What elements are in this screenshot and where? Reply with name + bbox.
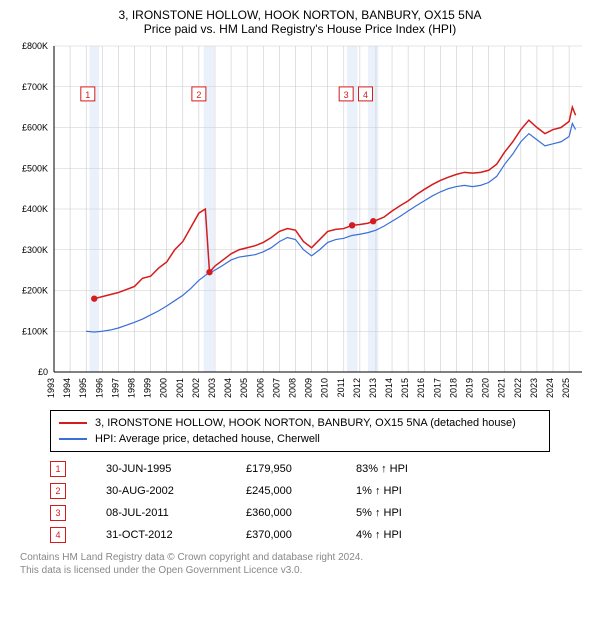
title-line-1: 3, IRONSTONE HOLLOW, HOOK NORTON, BANBUR… [10,8,590,22]
svg-text:2002: 2002 [191,378,201,398]
svg-text:£100K: £100K [22,326,48,336]
marker-row: 3 08-JUL-2011£360,0005% ↑ HPI [50,502,550,524]
svg-text:2005: 2005 [239,378,249,398]
marker-row: 2 30-AUG-2002£245,0001% ↑ HPI [50,480,550,502]
legend-item-hpi: HPI: Average price, detached house, Cher… [59,431,541,447]
chart-svg: £0 £100K £200K £300K £400K £500K £600K £700K £80… [10,42,590,402]
svg-text:2004: 2004 [223,378,233,398]
marker-price: £360,000 [246,507,356,519]
marker-price: £179,950 [246,463,356,475]
svg-text:£400K: £400K [22,204,48,214]
svg-text:£800K: £800K [22,42,48,51]
svg-text:4: 4 [363,90,368,100]
title-line-2: Price paid vs. HM Land Registry's House … [10,22,590,36]
marker-pct: 5% ↑ HPI [356,507,476,519]
svg-text:2017: 2017 [432,378,442,398]
chart-title: 3, IRONSTONE HOLLOW, HOOK NORTON, BANBUR… [10,8,590,36]
svg-text:2014: 2014 [384,378,394,398]
svg-text:2008: 2008 [287,378,297,398]
svg-text:1994: 1994 [62,378,72,398]
svg-text:2012: 2012 [352,378,362,398]
marker-date: 31-OCT-2012 [106,529,246,541]
footer-line-2: This data is licensed under the Open Gov… [20,565,590,578]
svg-text:£700K: £700K [22,82,48,92]
svg-text:2007: 2007 [271,378,281,398]
svg-text:2001: 2001 [175,378,185,398]
svg-text:1999: 1999 [143,378,153,398]
svg-text:3: 3 [344,90,349,100]
svg-text:2016: 2016 [416,378,426,398]
svg-text:2006: 2006 [255,378,265,398]
marker-row: 4 31-OCT-2012£370,0004% ↑ HPI [50,524,550,546]
legend-swatch-property [59,422,87,424]
svg-text:2023: 2023 [529,378,539,398]
svg-text:2010: 2010 [320,378,330,398]
svg-text:2000: 2000 [159,378,169,398]
marker-badge: 3 [50,505,66,521]
svg-text:2021: 2021 [497,378,507,398]
marker-price: £245,000 [246,485,356,497]
marker-date: 30-AUG-2002 [106,485,246,497]
svg-text:1995: 1995 [78,378,88,398]
svg-text:£0: £0 [38,367,48,377]
svg-text:£500K: £500K [22,163,48,173]
marker-date: 30-JUN-1995 [106,463,246,475]
svg-text:£300K: £300K [22,245,48,255]
svg-text:2025: 2025 [561,378,571,398]
marker-badge: 4 [50,527,66,543]
svg-text:2013: 2013 [368,378,378,398]
svg-text:2019: 2019 [465,378,475,398]
marker-date: 08-JUL-2011 [106,507,246,519]
legend-label-property: 3, IRONSTONE HOLLOW, HOOK NORTON, BANBUR… [95,415,516,431]
svg-text:2018: 2018 [448,378,458,398]
svg-text:2003: 2003 [207,378,217,398]
marker-row: 1 30-JUN-1995£179,95083% ↑ HPI [50,458,550,480]
marker-pct: 1% ↑ HPI [356,485,476,497]
marker-badge: 2 [50,483,66,499]
svg-text:2020: 2020 [481,378,491,398]
svg-text:2011: 2011 [336,378,346,397]
svg-text:£600K: £600K [22,123,48,133]
legend: 3, IRONSTONE HOLLOW, HOOK NORTON, BANBUR… [50,410,550,452]
svg-text:2024: 2024 [545,378,555,398]
legend-swatch-hpi [59,438,87,440]
legend-item-property: 3, IRONSTONE HOLLOW, HOOK NORTON, BANBUR… [59,415,541,431]
svg-text:1998: 1998 [126,378,136,398]
svg-text:1996: 1996 [94,378,104,398]
svg-text:2022: 2022 [513,378,523,398]
marker-badge: 1 [50,461,66,477]
svg-text:1: 1 [85,90,90,100]
svg-text:2: 2 [196,90,201,100]
marker-pct: 4% ↑ HPI [356,529,476,541]
legend-label-hpi: HPI: Average price, detached house, Cher… [95,431,320,447]
marker-price: £370,000 [246,529,356,541]
svg-text:2015: 2015 [400,378,410,398]
svg-text:1997: 1997 [110,378,120,398]
price-chart: £0 £100K £200K £300K £400K £500K £600K £700K £80… [10,42,590,402]
footer-attribution: Contains HM Land Registry data © Crown c… [20,552,590,577]
svg-text:1993: 1993 [46,378,56,398]
sale-markers-table: 1 30-JUN-1995£179,95083% ↑ HPI 2 30-AUG-200… [50,458,550,546]
marker-pct: 83% ↑ HPI [356,463,476,475]
footer-line-1: Contains HM Land Registry data © Crown c… [20,552,590,565]
svg-text:2009: 2009 [304,378,314,398]
svg-text:£200K: £200K [22,286,48,296]
